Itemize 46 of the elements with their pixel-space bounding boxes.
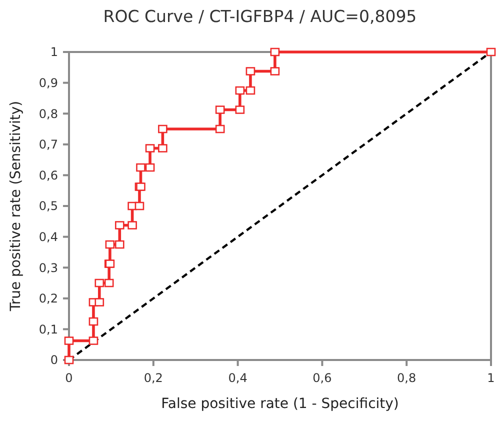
y-tick-label: 0	[50, 353, 58, 368]
x-tick-label: 0,8	[397, 371, 416, 385]
point	[246, 86, 256, 95]
y-tick-label: 1	[50, 45, 58, 60]
y-tick-label: 0,6	[38, 168, 58, 182]
y-tick-label: 0,2	[38, 292, 58, 306]
point	[270, 48, 280, 56]
point	[158, 144, 168, 152]
point	[145, 144, 155, 152]
point	[64, 336, 74, 345]
point	[158, 124, 168, 134]
y-tick-label: 0,9	[38, 76, 58, 90]
point	[270, 67, 280, 76]
x-tick-label: 1	[487, 371, 495, 385]
point	[128, 221, 137, 230]
x-tick-label: 0	[65, 371, 73, 385]
point	[134, 202, 144, 210]
y-tick-label: 0,3	[38, 260, 58, 275]
y-tick-label: 0,1	[38, 322, 58, 336]
point	[94, 298, 104, 306]
y-axis-title: True positive rate (Sensitivity)	[8, 100, 24, 312]
chart-title: ROC Curve / CT-IGFBP4 / AUC=0,8095	[103, 7, 417, 26]
y-tick-label: 0,5	[38, 199, 58, 214]
x-tick-label: 0,6	[312, 371, 332, 385]
point	[64, 356, 74, 364]
point	[215, 124, 225, 134]
point	[145, 163, 155, 172]
point	[235, 86, 245, 95]
point	[88, 336, 98, 345]
point	[104, 278, 114, 288]
point	[246, 67, 256, 76]
point	[136, 163, 146, 172]
x-tick-label: 0,2	[144, 371, 163, 385]
point	[114, 221, 124, 230]
point	[88, 317, 98, 326]
y-tick-label: 0,8	[38, 106, 58, 121]
point	[486, 48, 496, 56]
point	[105, 240, 115, 249]
point	[215, 106, 225, 114]
point	[235, 106, 245, 114]
point	[114, 240, 124, 249]
y-tick-label: 0,7	[38, 138, 58, 152]
x-axis-title: False positive rate (1 - Specificity)	[161, 396, 399, 412]
y-tick-label: 0,4	[38, 230, 58, 244]
point	[94, 278, 104, 288]
x-tick-label: 0,4	[228, 371, 248, 385]
